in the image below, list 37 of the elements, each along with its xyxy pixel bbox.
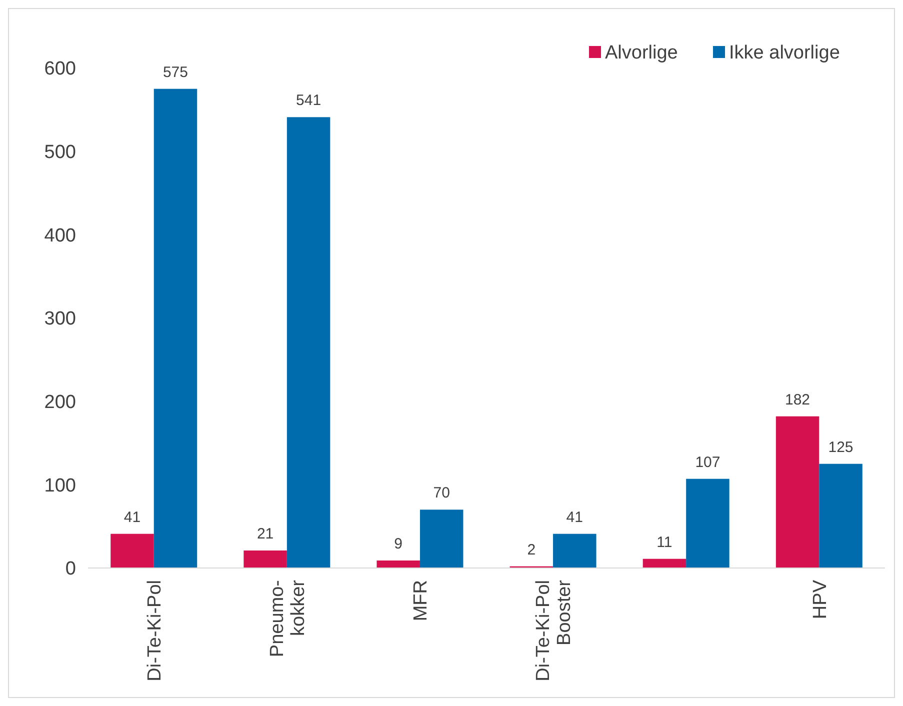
bar [686,478,730,568]
x-tick-label: HPV [810,580,831,620]
bar [244,550,287,568]
legend-label: Ikke alvorlige [729,42,840,64]
y-tick-label: 400 [44,225,76,246]
y-tick-label: 500 [44,142,76,163]
data-label: 182 [785,391,810,408]
bar [286,117,330,568]
data-label: 41 [124,508,141,526]
y-tick-label: 200 [44,392,76,413]
data-label: 125 [828,438,854,456]
bar [642,558,686,568]
data-label: 2 [527,541,536,558]
data-label: 575 [162,64,188,81]
x-tick-label: MFR [410,580,432,622]
data-label: 70 [433,484,450,502]
x-tick-label: Di-Te-Ki-Pol [144,580,166,682]
x-tick-label: Di-Te-Ki-Pol Booster [533,579,576,682]
data-label: 41 [566,508,583,526]
bar [376,560,420,568]
y-tick-label: 0 [65,558,76,580]
y-tick-label: 300 [44,308,76,330]
bar [553,534,596,568]
data-label: 21 [256,526,274,542]
bar [776,416,820,568]
legend-label: Alvorlige [605,42,678,64]
bar [420,510,464,568]
bar [110,534,154,568]
data-label: 541 [296,92,322,110]
data-label: 11 [656,534,672,551]
bar [154,88,198,568]
y-tick-label: 100 [44,475,76,496]
data-label: 9 [394,536,403,552]
x-tick-label: Pneumo- kokker [267,579,310,658]
bar [819,464,862,568]
y-tick-label: 600 [44,58,76,80]
data-label: 107 [695,454,720,471]
